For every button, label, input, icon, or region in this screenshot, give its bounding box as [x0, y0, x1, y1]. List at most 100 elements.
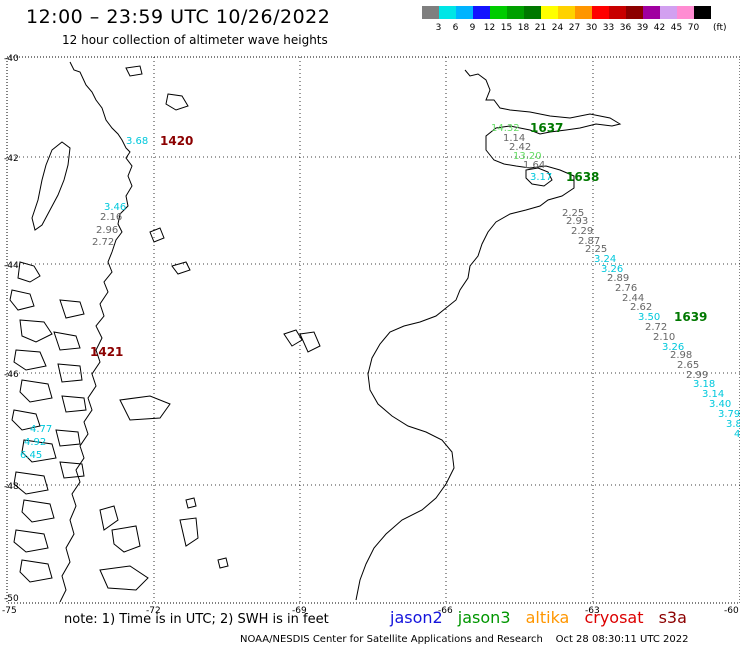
wave-height-value: 2.42: [509, 142, 531, 153]
wave-height-value: 2.65: [677, 360, 699, 371]
scale-swatch: [507, 6, 524, 19]
credit-organization: NOAA/NESDIS Center for Satellite Applica…: [240, 634, 543, 645]
lon-label: -72: [146, 606, 161, 616]
island: [185, 497, 197, 509]
scale-swatch: [473, 6, 490, 19]
lat-label: -46: [4, 370, 19, 380]
scale-tick-label: 21: [534, 23, 547, 33]
wave-height-value: 13.20: [513, 151, 542, 162]
coastlines: [9, 61, 622, 603]
wave-height-value: 2.16: [100, 212, 122, 223]
lat-label: -48: [4, 482, 19, 492]
lon-label: -75: [2, 606, 17, 616]
wave-height-value: 2.25: [585, 244, 607, 255]
lon-label: -63: [585, 606, 600, 616]
valdes-peninsula: [525, 167, 553, 187]
archipelago-islands-inner: [53, 299, 87, 479]
scale-tick-label: 42: [653, 23, 666, 33]
scale-tick-label: 70: [687, 23, 700, 33]
satellite-s3a: s3a: [658, 608, 687, 627]
wave-height-value: 2.93: [566, 216, 588, 227]
lon-label: -69: [292, 606, 307, 616]
wave-height-value: 4.92: [24, 437, 46, 448]
wave-height-value: 2.96: [96, 225, 118, 236]
wave-height-value: 2.25: [562, 208, 584, 219]
scale-tick-label: 3: [435, 23, 442, 33]
inland-lake: [171, 261, 191, 275]
pass-label: 1639: [674, 310, 707, 324]
wave-height-value: 1.14: [503, 133, 525, 144]
scale-tick-label: 6: [452, 23, 459, 33]
map-subtitle: 12 hour collection of altimeter wave hei…: [62, 33, 328, 47]
pass-label: 1638: [566, 170, 599, 184]
wave-height-value: 2.72: [645, 322, 667, 333]
scale-swatch: [490, 6, 507, 19]
inland-lake: [149, 227, 165, 243]
scale-unit-label: (ft): [713, 23, 727, 33]
credit-line: NOAA/NESDIS Center for Satellite Applica…: [240, 634, 689, 645]
inland-lake: [99, 505, 119, 531]
wave-height-value: 4: [734, 429, 740, 440]
scale-swatch: [456, 6, 473, 19]
wave-height-value: 2.44: [622, 293, 644, 304]
wave-height-value: 2.76: [615, 283, 637, 294]
wave-height-value: 3.79: [718, 409, 740, 420]
scale-swatch: [524, 6, 541, 19]
wave-height-value: 2.87: [578, 236, 600, 247]
credit-timestamp: Oct 28 08:30:11 UTC 2022: [555, 634, 689, 645]
scale-tick-label: 27: [568, 23, 581, 33]
inland-lake: [179, 517, 199, 547]
lon-label: -66: [438, 606, 453, 616]
graticule: [7, 57, 740, 603]
wave-height-value: 2.10: [653, 332, 675, 343]
scale-swatch: [694, 6, 711, 19]
inland-lake: [119, 395, 171, 421]
wave-height-value: 2.98: [670, 350, 692, 361]
lat-label: -42: [4, 154, 19, 164]
scale-swatch: [558, 6, 575, 19]
scale-swatch: [541, 6, 558, 19]
wave-height-value: 3.68: [126, 136, 148, 147]
lon-label: -60: [724, 606, 739, 616]
satellite-jason2: jason2: [390, 608, 443, 627]
atlantic-coast: [355, 69, 622, 601]
scale-swatch: [677, 6, 694, 19]
wave-height-value: 6.45: [20, 450, 42, 461]
map-title: 12:00 – 23:59 UTC 10/26/2022: [26, 6, 331, 28]
wave-height-value: 2.29: [571, 226, 593, 237]
scale-swatch: [626, 6, 643, 19]
map-frame: [6, 56, 740, 604]
wave-height-value: 3.17: [530, 172, 552, 183]
wave-height-value: 3.50: [638, 312, 660, 323]
mainland-west-coast: [59, 61, 133, 603]
scale-tick-label: 12: [483, 23, 496, 33]
wave-height-value: 4.77: [30, 424, 52, 435]
scale-tick-label: 18: [517, 23, 530, 33]
scale-tick-label: 36: [619, 23, 632, 33]
island: [283, 329, 303, 347]
satellite-altika: altika: [525, 608, 570, 627]
scale-tick-label: 45: [670, 23, 683, 33]
lat-label: -50: [4, 594, 19, 604]
satellite-cryosat: cryosat: [584, 608, 644, 627]
wave-height-value: 14.32: [491, 123, 520, 134]
scale-swatch: [609, 6, 626, 19]
wave-height-value: 2.99: [686, 370, 708, 381]
scale-tick-label: 9: [469, 23, 476, 33]
lat-label: -40: [4, 54, 19, 64]
inland-lake: [125, 65, 143, 77]
satellite-legend: jason2 jason3 altika cryosat s3a: [390, 608, 697, 627]
island: [217, 557, 229, 569]
footer-note: note: 1) Time is in UTC; 2) SWH is in fe…: [64, 612, 329, 627]
island: [299, 331, 321, 353]
pass-label: 1421: [90, 345, 123, 359]
wave-height-value: 3.14: [702, 389, 724, 400]
inland-lake: [165, 93, 189, 111]
scale-tick-label: 33: [602, 23, 615, 33]
wave-height-value: 3.24: [594, 254, 616, 265]
scale-swatch: [643, 6, 660, 19]
wave-height-value: 2.72: [92, 237, 114, 248]
wave-height-value: 3.46: [104, 202, 126, 213]
wave-height-value: 3.8: [726, 419, 740, 430]
